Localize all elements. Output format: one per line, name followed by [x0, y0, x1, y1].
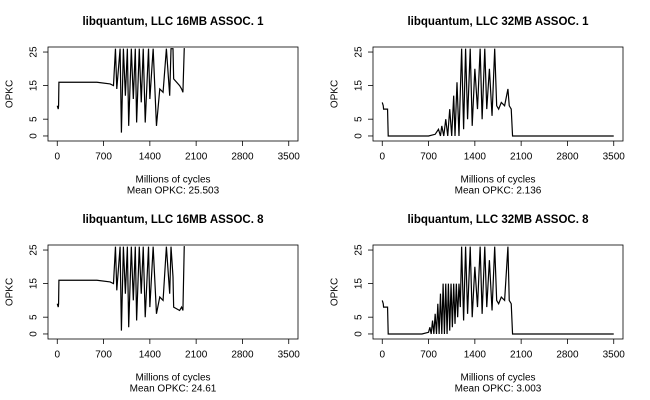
panel: libquantum, LLC 16MB ASSOC. 8 0 700 1400 210…: [5, 214, 301, 395]
data-line: [381, 246, 614, 335]
mean-label: Mean OPKC: 2.136: [455, 186, 542, 197]
x-tick-label: 700: [95, 350, 112, 361]
x-tick-label: 0: [379, 152, 385, 163]
y-tick-label: 25: [354, 46, 365, 58]
x-tick-label: 2800: [231, 350, 254, 361]
x-tick-label: 2800: [231, 152, 254, 163]
x-tick-label: 2800: [556, 350, 579, 361]
x-tick-label: 700: [420, 152, 437, 163]
y-tick-label: 5: [354, 116, 365, 122]
x-tick-label: 2100: [185, 152, 208, 163]
x-axis-label: Millions of cycles: [135, 175, 210, 186]
y-tick-label: 15: [354, 80, 365, 92]
data-line: [56, 246, 185, 331]
chart-title: libquantum, LLC 16MB ASSOC. 1: [82, 16, 264, 28]
y-tick-label: 15: [29, 278, 40, 290]
chart-title: libquantum, LLC 32MB ASSOC. 8: [407, 214, 589, 226]
y-tick-label: 15: [354, 278, 365, 290]
data-line: [56, 48, 185, 133]
y-tick-label: 15: [29, 80, 40, 92]
x-tick-label: 0: [54, 152, 60, 163]
y-axis-label: OPKC: [5, 278, 16, 306]
x-tick-label: 1400: [139, 152, 162, 163]
mean-label: Mean OPKC: 25.503: [127, 186, 220, 197]
x-tick-label: 1400: [464, 152, 487, 163]
x-axis-label: Millions of cycles: [460, 373, 535, 384]
y-tick-label: 0: [354, 331, 365, 337]
chart-title: libquantum, LLC 16MB ASSOC. 8: [82, 214, 264, 226]
y-tick-label: 5: [354, 314, 365, 320]
y-tick-label: 5: [29, 314, 40, 320]
y-tick-label: 0: [354, 133, 365, 139]
x-axis-label: Millions of cycles: [460, 175, 535, 186]
x-tick-label: 3500: [278, 350, 301, 361]
x-tick-label: 2100: [510, 152, 533, 163]
x-tick-label: 3500: [278, 152, 301, 163]
plot-box: [47, 244, 299, 340]
x-axis-label: Millions of cycles: [135, 373, 210, 384]
x-tick-label: 1400: [139, 350, 162, 361]
y-axis-label: OPKC: [5, 80, 16, 108]
panel: libquantum, LLC 32MB ASSOC. 8 0 700 1400 210…: [330, 214, 626, 395]
panel: libquantum, LLC 32MB ASSOC. 1 0 700 1400 210…: [330, 16, 626, 197]
x-tick-label: 2100: [185, 350, 208, 361]
y-axis-label: OPKC: [330, 80, 341, 108]
x-tick-label: 0: [379, 350, 385, 361]
chart-title: libquantum, LLC 32MB ASSOC. 1: [407, 16, 589, 28]
y-tick-label: 25: [354, 244, 365, 256]
x-tick-label: 0: [54, 350, 60, 361]
y-tick-label: 0: [29, 331, 40, 337]
plot-box: [47, 46, 299, 142]
x-tick-label: 2800: [556, 152, 579, 163]
data-line: [381, 48, 614, 137]
plot-box: [372, 244, 624, 340]
y-tick-label: 25: [29, 244, 40, 256]
mean-label: Mean OPKC: 3.003: [455, 384, 542, 395]
y-tick-label: 0: [29, 133, 40, 139]
x-tick-label: 700: [420, 350, 437, 361]
x-tick-label: 1400: [464, 350, 487, 361]
y-tick-label: 25: [29, 46, 40, 58]
x-tick-label: 3500: [603, 152, 626, 163]
mean-label: Mean OPKC: 24.61: [130, 384, 217, 395]
y-tick-label: 5: [29, 116, 40, 122]
x-tick-label: 700: [95, 152, 112, 163]
y-axis-label: OPKC: [330, 278, 341, 306]
x-tick-label: 3500: [603, 350, 626, 361]
x-tick-label: 2100: [510, 350, 533, 361]
plot-box: [372, 46, 624, 142]
panel: libquantum, LLC 16MB ASSOC. 1 0 700 1400 210…: [5, 16, 301, 197]
